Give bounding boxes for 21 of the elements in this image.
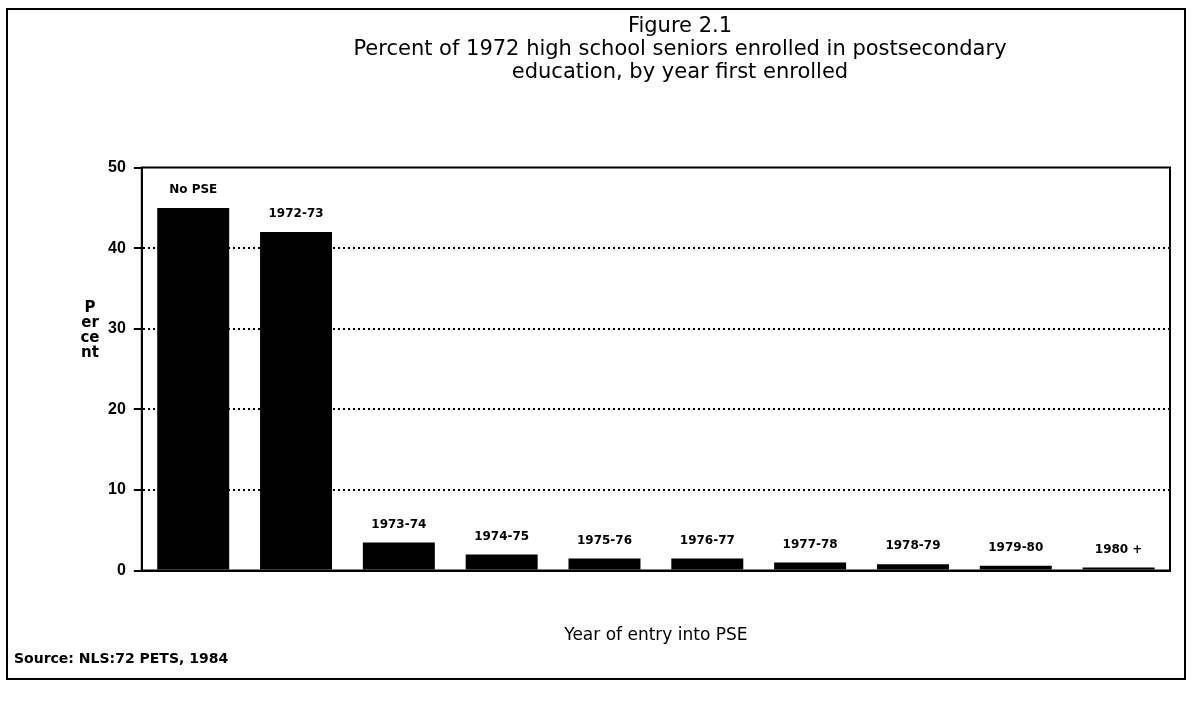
x-tick-label: 1978-79 <box>885 538 941 553</box>
y-tick-label: 30 <box>108 319 126 337</box>
chart-title: Figure 2.1 <box>626 13 734 37</box>
source-note: Source: NLS:72 PETS, 1984 <box>14 650 229 666</box>
x-tick-label: 1972-73 <box>268 206 324 221</box>
x-tick-label: 1976-77 <box>679 532 735 547</box>
x-tick-label: 1973-74 <box>371 516 427 531</box>
x-tick-label: 1974-75 <box>474 528 530 543</box>
x-tick-label: No PSE <box>169 182 218 197</box>
chart-subtitle: Percent of 1972 high school seniors enrolled in postsecondary education, by year first enrolled <box>352 36 1008 83</box>
y-axis-title: Percent <box>80 298 100 361</box>
x-tick-label: 1977-78 <box>782 536 838 551</box>
y-tick-label: 10 <box>108 480 126 498</box>
y-tick-label: 0 <box>116 561 126 579</box>
y-tick-label: 40 <box>108 238 126 256</box>
y-tick-label: 20 <box>108 399 126 417</box>
x-tick-label: 1980 + <box>1094 541 1143 556</box>
x-tick-label: 1975-76 <box>576 532 633 547</box>
x-tick-label: 1979-80 <box>988 539 1044 554</box>
x-axis-title: Year of entry into PSE <box>563 624 748 645</box>
y-tick-label: 50 <box>108 158 126 176</box>
